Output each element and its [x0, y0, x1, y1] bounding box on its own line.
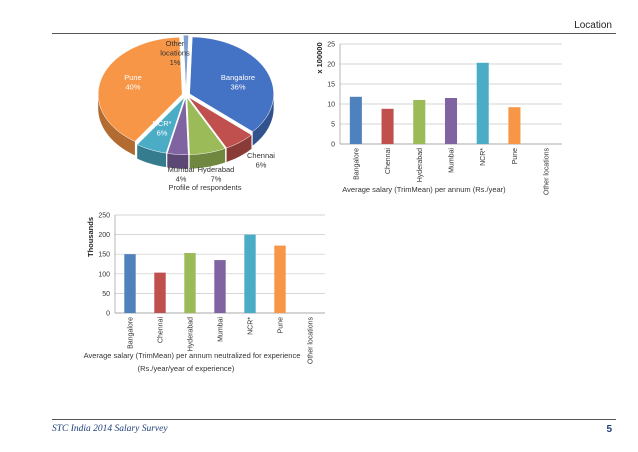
bar2-ytick-label: 250: [98, 213, 110, 220]
bar1-ytick-label: 20: [327, 62, 335, 69]
pie-side-hyderabad: [189, 148, 226, 169]
bar2-bar-pune: [274, 245, 286, 313]
pie-label-pune: Pune 40%: [124, 73, 142, 92]
pie-side-bangalore: [252, 93, 274, 146]
bar1-xtick-label-bangalore: Bangalore: [353, 148, 360, 180]
pie-label-mumbai: Mumbai 4%: [168, 165, 195, 184]
bar2-xtick-label-other-locations: Other locations: [308, 317, 315, 365]
pie-slice-hyderabad: [186, 96, 226, 155]
pie-label-chennai: Chennai 6%: [247, 151, 275, 170]
pie-slice-mumbai: [166, 97, 189, 155]
bar1-ytick-label: 5: [331, 122, 335, 129]
bar1-bar-chennai: [381, 108, 394, 144]
page-number: 5: [606, 424, 612, 435]
bar2-ytick-label: 150: [98, 252, 110, 259]
pie-label-other-locations: Other locations 1%: [160, 39, 190, 67]
bar2-x-axis-title: Average salary (TrimMean) per annum neut…: [84, 351, 301, 360]
bar1-xtick-label-mumbai: Mumbai: [449, 148, 456, 173]
bar2-xtick-label-bangalore: Bangalore: [128, 317, 135, 349]
bar1-bar-bangalore: [349, 96, 362, 144]
pie-side-ncr: [137, 144, 167, 168]
bar2-bar-mumbai: [214, 260, 226, 313]
bar1-xtick-label-pune: Pune: [512, 148, 519, 164]
bar2-bar-ncr: [244, 234, 256, 313]
bar2-ytick-label: 50: [102, 291, 110, 298]
bar2-bar-hyderabad: [184, 253, 196, 313]
pie-title: Profile of respondents: [169, 183, 242, 192]
bar-chart-salary-per-experience: 0 50 100 150 200 250 Bangalore Chennai Hyderabad…: [84, 213, 325, 373]
bar1-x-axis-title: Average salary (TrimMean) per annum (Rs.…: [342, 185, 506, 194]
bar2-y-axis-label: Thousands: [86, 217, 95, 257]
pie-side-chennai: [226, 134, 252, 162]
bar1-bar-ncr: [476, 62, 489, 144]
bar1-ytick-label: 25: [327, 42, 335, 49]
bar1-ytick-label: 0: [331, 142, 335, 149]
header-divider: [52, 33, 616, 34]
bar2-bar-bangalore: [124, 254, 136, 313]
pie-slice-pune: [97, 37, 183, 142]
bar-chart-average-salary: 0 5 10 15 20 25 Bangalore Chennai Hyderabad Mumba…: [315, 42, 562, 196]
pie-side-pune: [98, 94, 135, 156]
bar2-ytick-label: 0: [106, 311, 110, 318]
bar1-ytick-label: 10: [327, 102, 335, 109]
bar1-y-axis-label: x 100000: [315, 42, 324, 73]
footer-survey-title: STC India 2014 Salary Survey: [52, 424, 168, 434]
bar2-bar-chennai: [154, 272, 166, 313]
pie-slice-other-locations: [183, 35, 189, 93]
bar1-xtick-label-hyderabad: Hyderabad: [417, 148, 424, 182]
bar2-ytick-label: 200: [98, 232, 110, 239]
pie-slice-chennai: [188, 96, 252, 149]
bar2-x-axis-subtitle: (Rs./year/year of experience): [138, 364, 235, 373]
bar2-xtick-label-pune: Pune: [278, 317, 285, 333]
bar1-xtick-label-ncr: NCR*: [480, 148, 487, 166]
page-header-title: Location: [574, 20, 612, 31]
bar2-xtick-label-hyderabad: Hyderabad: [188, 317, 195, 351]
bar1-bar-mumbai: [444, 98, 458, 144]
pie-label-hyderabad: Hyderabad 7%: [198, 165, 235, 184]
bar2-xtick-label-mumbai: Mumbai: [218, 317, 225, 342]
pie-label-bangalore: Bangalore 36%: [221, 73, 255, 92]
footer-divider: [52, 419, 616, 420]
pie-chart-profile-of-respondents: Bangalore 36% Chennai 6% Hyderabad 7%Mumbai 4%…: [97, 35, 275, 192]
pie-slice-bangalore: [189, 36, 274, 132]
pie-label-ncr: NCR* 6%: [152, 119, 171, 138]
bar2-xtick-label-ncr: NCR*: [248, 317, 255, 335]
bar1-xtick-label-chennai: Chennai: [385, 148, 392, 175]
bar1-ytick-label: 15: [327, 82, 335, 89]
bar1-bar-hyderabad: [413, 100, 426, 144]
bar2-xtick-label-chennai: Chennai: [158, 317, 165, 344]
bar1-bar-pune: [508, 107, 521, 144]
bar1-xtick-label-other-locations: Other locations: [544, 148, 551, 196]
bar2-ytick-label: 100: [98, 271, 110, 278]
pie-side-mumbai: [167, 153, 189, 169]
pie-slice-ncr: [136, 97, 185, 154]
